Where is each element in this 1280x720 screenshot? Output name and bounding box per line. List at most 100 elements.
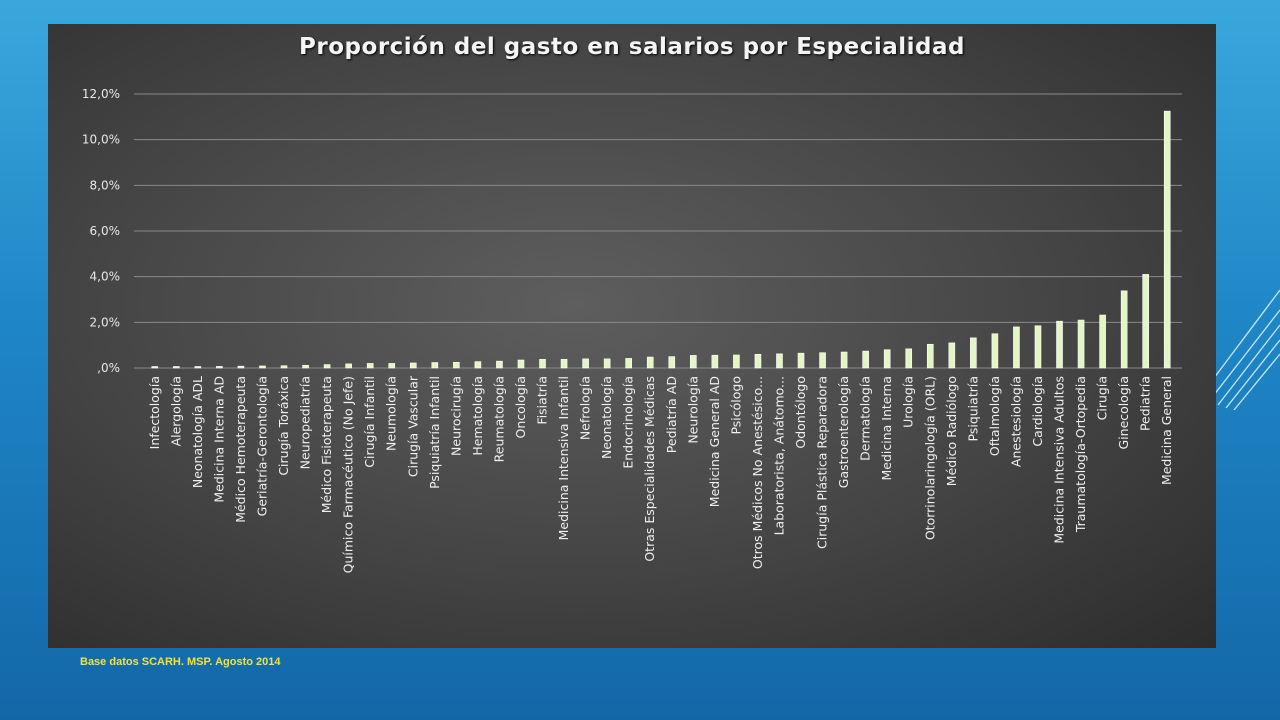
bar bbox=[926, 343, 934, 369]
bar bbox=[173, 366, 180, 369]
bar bbox=[819, 352, 826, 369]
category-label: Cirugía Toráxica bbox=[276, 376, 291, 476]
bar bbox=[431, 362, 439, 369]
bar bbox=[948, 342, 956, 369]
category-label: Reumatología bbox=[491, 376, 506, 462]
category-label: Nefrología bbox=[578, 376, 593, 440]
category-label: Pediatría AD bbox=[664, 376, 679, 453]
bar bbox=[1142, 274, 1149, 369]
bar bbox=[366, 363, 374, 369]
category-label: Cirugía bbox=[1095, 376, 1110, 420]
y-tick-label: 2,0% bbox=[90, 315, 121, 329]
category-label: Medicina General AD bbox=[707, 376, 722, 507]
chart-title: Proporción del gasto en salarios por Esp… bbox=[299, 34, 965, 60]
bar bbox=[991, 333, 999, 369]
bar bbox=[1013, 326, 1020, 369]
category-label: Neurocirugía bbox=[448, 376, 463, 456]
category-label: Odontólogo bbox=[793, 376, 808, 449]
category-label: Cardiología bbox=[1030, 376, 1045, 447]
bar bbox=[151, 366, 159, 369]
category-label: Psiquiatría Infantil bbox=[427, 376, 442, 489]
category-label: Cirugía Vascular bbox=[405, 375, 420, 477]
category-label: Neuropediatría bbox=[298, 376, 313, 469]
category-label: Oftalmología bbox=[987, 376, 1002, 456]
bar bbox=[603, 358, 611, 369]
category-label: Neurología bbox=[685, 376, 700, 444]
bar bbox=[1099, 314, 1106, 369]
bar bbox=[560, 359, 568, 369]
bar bbox=[259, 365, 266, 369]
bar bbox=[582, 358, 589, 369]
bar bbox=[733, 354, 740, 369]
source-note: Base datos SCARH. MSP. Agosto 2014 bbox=[80, 656, 281, 668]
category-label: Fisiatría bbox=[535, 376, 550, 425]
bar bbox=[646, 356, 654, 369]
category-label: Neumología bbox=[384, 376, 399, 451]
category-label: Otras Especialidades Médicas bbox=[642, 376, 657, 562]
y-tick-label: 8,0% bbox=[90, 178, 121, 192]
category-label: Medicina Intensiva Infantil bbox=[556, 376, 571, 540]
bar bbox=[668, 356, 676, 369]
bar bbox=[280, 365, 288, 369]
category-label: Medicina General bbox=[1159, 376, 1174, 485]
category-label: Neonatología bbox=[599, 376, 614, 459]
bar bbox=[517, 359, 525, 369]
chart-panel bbox=[48, 24, 1216, 648]
category-label: Urología bbox=[901, 376, 916, 428]
bar bbox=[539, 359, 546, 369]
category-label: Endocrinología bbox=[621, 376, 636, 469]
bar bbox=[323, 364, 331, 369]
bar bbox=[625, 358, 632, 369]
category-label: Alergología bbox=[168, 376, 183, 446]
category-label: Químico Farmacéutico (No Jefe) bbox=[341, 376, 356, 573]
category-label: Oncología bbox=[513, 376, 528, 438]
category-label: Médico Hemoterapeuta bbox=[233, 376, 248, 523]
category-label: Infectología bbox=[147, 376, 162, 449]
category-label: Otorrinolaringología (ORL) bbox=[922, 376, 937, 540]
category-label: Cirugía Plástica Reparadora bbox=[815, 376, 830, 549]
y-tick-label: ,0% bbox=[97, 361, 120, 375]
bar bbox=[905, 348, 913, 369]
y-tick-label: 12,0% bbox=[82, 87, 120, 101]
category-label: Cirugía Infantil bbox=[362, 376, 377, 468]
y-tick-label: 4,0% bbox=[90, 270, 121, 284]
y-tick-label: 6,0% bbox=[90, 224, 121, 238]
category-label: Otros Médicos No Anestésico... bbox=[750, 376, 765, 569]
category-label: Medicina Interna AD bbox=[211, 376, 226, 503]
bar bbox=[754, 353, 762, 369]
bar bbox=[409, 362, 417, 369]
bar bbox=[345, 363, 352, 369]
bar bbox=[453, 361, 460, 369]
bar bbox=[1120, 290, 1128, 369]
bar bbox=[1163, 110, 1171, 369]
bar bbox=[388, 363, 396, 369]
category-label: Pediatría bbox=[1138, 376, 1153, 431]
category-label: Geriatría-Gerontología bbox=[254, 376, 269, 516]
category-label: Médico Radiólogo bbox=[944, 376, 959, 486]
bar bbox=[216, 366, 223, 369]
category-label: Anestesiología bbox=[1008, 376, 1023, 467]
bar bbox=[496, 360, 503, 369]
category-label: Ginecología bbox=[1116, 376, 1131, 449]
bar bbox=[970, 337, 977, 369]
bar bbox=[862, 350, 869, 369]
bar bbox=[237, 365, 245, 369]
category-label: Dermatología bbox=[858, 376, 873, 461]
bar bbox=[194, 366, 202, 369]
y-tick-label: 10,0% bbox=[82, 133, 120, 147]
bar bbox=[302, 364, 309, 369]
bar bbox=[474, 361, 482, 369]
category-label: Hematología bbox=[470, 376, 485, 456]
category-label: Neonatología ADL bbox=[190, 376, 205, 488]
category-label: Traumatología-Ortopedia bbox=[1073, 376, 1088, 533]
category-label: Psicólogo bbox=[728, 376, 743, 435]
bar bbox=[776, 353, 783, 369]
bar bbox=[690, 355, 697, 369]
bar bbox=[1056, 320, 1063, 369]
category-label: Médico Fisioterapeuta bbox=[319, 376, 334, 513]
bar bbox=[840, 351, 848, 369]
category-label: Medicina Interna bbox=[879, 376, 894, 481]
category-label: Psiquiatría bbox=[965, 376, 980, 441]
bar bbox=[1034, 325, 1042, 369]
